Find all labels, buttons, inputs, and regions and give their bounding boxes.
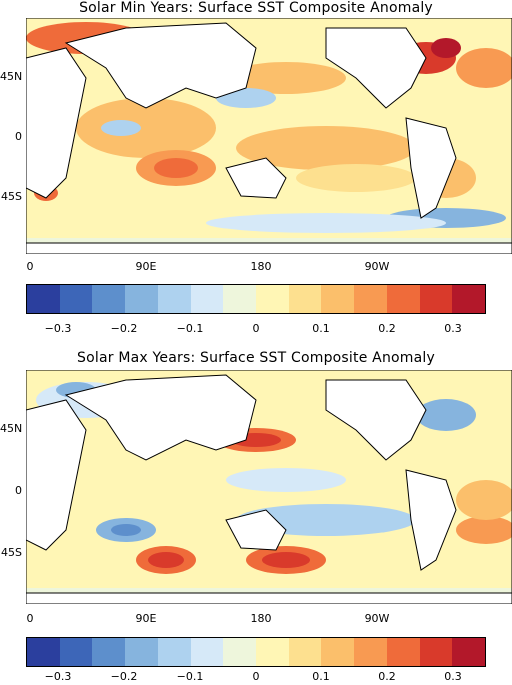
cb-label: 0.2: [378, 322, 396, 335]
colorbar-swatch: [92, 285, 126, 313]
cb-label: −0.3: [44, 322, 72, 335]
x-tick-180: 180: [250, 260, 272, 273]
sst-map-svg: [26, 370, 512, 604]
y-label-0: 0: [15, 130, 22, 143]
panel-title: Solar Max Years: Surface SST Composite A…: [77, 350, 435, 366]
y-label-45n: 45N: [0, 70, 23, 83]
colorbar-swatch: [354, 638, 387, 666]
colorbar-swatch: [419, 638, 453, 666]
colorbar-swatch: [354, 285, 387, 313]
colorbar-bottom: [26, 637, 486, 667]
x-tick-90e: 90E: [135, 260, 157, 273]
colorbar-swatch: [256, 285, 289, 313]
colorbar-swatch: [190, 285, 224, 313]
cb-label: 0: [252, 670, 260, 683]
sst-map: [26, 370, 512, 604]
colorbar-swatch: [125, 638, 158, 666]
cb-label: −0.3: [44, 670, 72, 683]
y-label-45s: 45S: [1, 546, 22, 559]
colorbar-swatch: [59, 285, 93, 313]
x-tick-180: 180: [250, 612, 272, 625]
solar-min-panel: Solar Min Years: Surface SST Composite A…: [0, 0, 512, 342]
colorbar-swatch: [92, 638, 126, 666]
colorbar-swatch: [256, 638, 289, 666]
cb-label: −0.1: [176, 322, 204, 335]
colorbar-top: [26, 284, 486, 314]
cb-label: 0.3: [444, 670, 462, 683]
cb-label: 0: [252, 322, 260, 335]
x-tick-90e: 90E: [135, 612, 157, 625]
y-label-45n: 45N: [0, 422, 23, 435]
x-tick-90w: 90W: [364, 260, 390, 273]
cb-label: −0.2: [110, 670, 138, 683]
x-tick-90w: 90W: [364, 612, 390, 625]
solar-max-panel: Solar Max Years: Surface SST Composite A…: [0, 350, 512, 650]
panel-title: Solar Min Years: Surface SST Composite A…: [79, 0, 433, 16]
colorbar-swatch: [321, 285, 355, 313]
colorbar-swatch: [125, 285, 158, 313]
colorbar-swatch: [288, 638, 322, 666]
colorbar-swatch: [157, 638, 191, 666]
colorbar-swatch: [59, 638, 93, 666]
y-label-0: 0: [15, 484, 22, 497]
cb-label: −0.2: [110, 322, 138, 335]
colorbar-swatch: [386, 638, 420, 666]
x-tick-0: 0: [26, 260, 34, 273]
colorbar-swatch: [223, 285, 257, 313]
colorbar-swatch: [223, 638, 257, 666]
y-label-45s: 45S: [1, 190, 22, 203]
colorbar-swatch: [27, 285, 60, 313]
cb-label: 0.2: [378, 670, 396, 683]
sst-map-svg: [26, 18, 512, 254]
cb-label: 0.3: [444, 322, 462, 335]
colorbar-swatch: [27, 638, 60, 666]
cb-label: 0.1: [312, 322, 330, 335]
colorbar-swatch: [321, 638, 355, 666]
colorbar-swatch: [419, 285, 453, 313]
colorbar-swatch: [452, 285, 486, 313]
colorbar-swatch: [452, 638, 486, 666]
cb-label: −0.1: [176, 670, 204, 683]
sst-map: [26, 18, 512, 254]
cb-label: 0.1: [312, 670, 330, 683]
colorbar-swatch: [190, 638, 224, 666]
colorbar-swatch: [386, 285, 420, 313]
x-tick-0: 0: [26, 612, 34, 625]
colorbar-swatch: [288, 285, 322, 313]
colorbar-swatch: [157, 285, 191, 313]
